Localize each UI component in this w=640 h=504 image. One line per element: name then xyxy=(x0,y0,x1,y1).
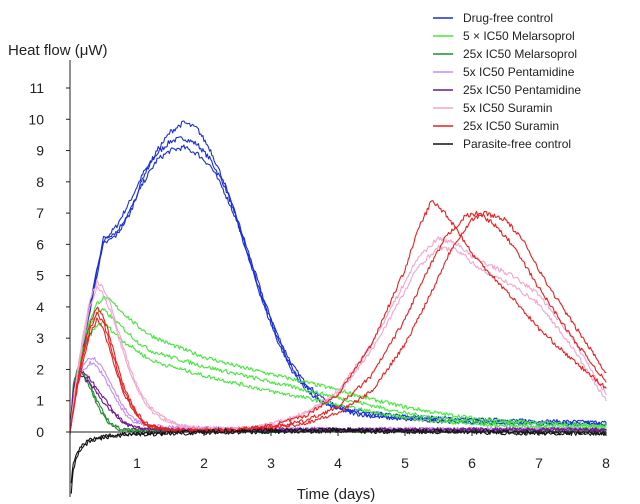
legend: Drug-free control 5 × IC50 Melarsoprol 25x… xyxy=(433,11,581,151)
x-tick-label: 7 xyxy=(535,455,543,471)
legend-label: 5x IC50 Suramin xyxy=(463,101,552,115)
series-0 xyxy=(70,121,606,434)
y-tick-label: 1 xyxy=(36,393,44,409)
y-tick-label: 11 xyxy=(29,80,44,96)
x-tick-label: 5 xyxy=(401,455,409,471)
x-tick-label: 2 xyxy=(200,455,208,471)
y-tick-label: 7 xyxy=(36,205,44,221)
series-line-2-1 xyxy=(70,369,606,433)
legend-label: 25x IC50 Melarsoprol xyxy=(463,47,577,61)
legend-label: Parasite-free control xyxy=(463,137,571,151)
y-tick-label: 0 xyxy=(36,424,44,440)
y-tick-label: 8 xyxy=(36,174,44,190)
x-tick-label: 8 xyxy=(602,455,610,471)
legend-label: 5x IC50 Pentamidine xyxy=(463,65,575,79)
series-line-6-2 xyxy=(70,211,606,432)
legend-label: Drug-free control xyxy=(463,11,553,25)
series-line-1-2 xyxy=(70,321,606,432)
y-tick-label: 10 xyxy=(28,111,44,127)
series-line-0-2 xyxy=(70,121,606,430)
series-6 xyxy=(70,201,606,434)
x-tick-label: 4 xyxy=(334,455,342,471)
legend-label: 25x IC50 Pentamidine xyxy=(463,83,581,97)
series-line-0-1 xyxy=(70,145,606,431)
series-layer xyxy=(70,121,606,493)
y-tick-label: 4 xyxy=(36,299,44,315)
y-axis-label: Heat flow (μW) xyxy=(8,42,108,59)
y-tick-label: 5 xyxy=(36,268,44,284)
y-tick-label: 9 xyxy=(36,143,44,159)
series-line-6-0 xyxy=(70,201,606,434)
legend-label: 5 × IC50 Melarsoprol xyxy=(463,29,575,43)
legend-label: 25x IC50 Suramin xyxy=(463,119,559,133)
y-tick-label: 6 xyxy=(36,236,44,252)
x-tick-label: 6 xyxy=(468,455,476,471)
x-axis-label: Time (days) xyxy=(297,486,376,503)
x-tick-label: 1 xyxy=(133,455,141,471)
y-tick-label: 2 xyxy=(36,361,44,377)
x-tick-label: 3 xyxy=(267,455,275,471)
y-tick-label: 3 xyxy=(36,330,44,346)
